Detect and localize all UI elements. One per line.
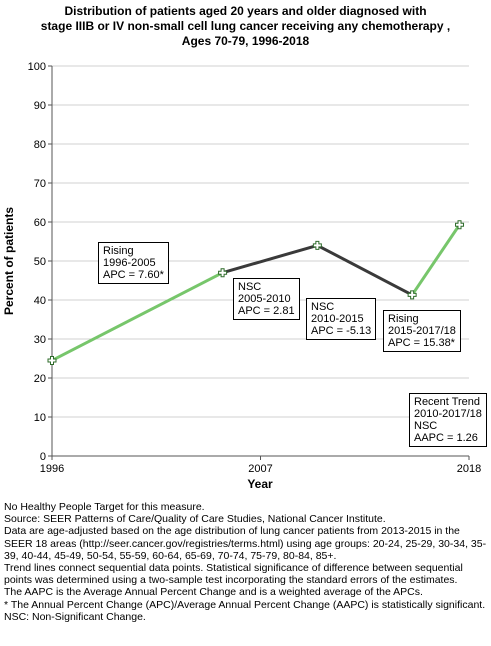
chart-title: Distribution of patients aged 20 years a… — [0, 4, 491, 49]
chart-title-line: Ages 70-79, 1996-2018 — [181, 34, 310, 48]
data-point-marker — [312, 240, 322, 250]
footnote: Data are age-adjusted based on the age d… — [4, 525, 487, 562]
data-point-marker — [47, 355, 57, 365]
annotation-line: AAPC = 1.26 — [414, 432, 478, 444]
annotation-line: Rising — [103, 245, 134, 257]
x-tick-labels: 1996 2007 2018 — [40, 463, 481, 475]
trend-segments — [50, 223, 462, 362]
y-tick-label: 10 — [34, 412, 46, 424]
chart-title-line: Distribution of patients aged 20 years a… — [64, 4, 427, 18]
y-tick-label: 90 — [34, 100, 46, 112]
recent-trend-annotation: Recent Trend 2010-2017/18 NSC AAPC = 1.2… — [409, 393, 487, 447]
annotation-line: APC = 7.60* — [103, 269, 164, 281]
annotation-line: Recent Trend — [414, 396, 481, 408]
x-tick-label: 1996 — [40, 463, 64, 475]
annotation-line: 2010-2015 — [311, 313, 364, 325]
x-tick-label: 2007 — [248, 463, 272, 475]
y-tick-label: 100 — [28, 61, 46, 73]
y-tick-label: 80 — [34, 139, 46, 151]
y-tick-label: 60 — [34, 217, 46, 229]
annotation-line: NSC — [414, 420, 438, 432]
footnote: Trend lines connect sequential data poin… — [4, 562, 463, 587]
y-tick-label: 0 — [40, 451, 46, 463]
chart-title-line: stage IIIB or IV non-small cell lung can… — [40, 19, 451, 33]
data-point-marker — [218, 268, 228, 278]
trend-segment — [50, 271, 225, 362]
y-tick-label: 70 — [34, 178, 46, 190]
annotation-line: Rising — [388, 313, 419, 325]
y-axis-label: Percent of patients — [2, 207, 16, 315]
y-tick-label: 50 — [34, 256, 46, 268]
annotation-line: APC = 15.38* — [388, 337, 455, 349]
footnote: Source: SEER Patterns of Care/Quality of… — [4, 513, 386, 526]
annotation-line: NSC — [238, 281, 262, 293]
annotation-line: APC = -5.13 — [311, 325, 372, 337]
data-point-marker — [407, 290, 417, 300]
footnotes: No Healthy People Target for this measur… — [4, 501, 488, 623]
x-axis-label: Year — [247, 477, 273, 491]
annotation-line: APC = 2.81 — [238, 305, 295, 317]
axes — [48, 65, 470, 460]
data-points — [47, 220, 465, 365]
footnote: NSC: Non-Significant Change. — [4, 610, 146, 623]
footnote: The AAPC is the Average Annual Percent C… — [4, 586, 423, 599]
footnote: No Healthy People Target for this measur… — [4, 501, 205, 513]
annotation-line: 2015-2017/18 — [388, 325, 456, 337]
annotation-line: 2010-2017/18 — [414, 408, 482, 420]
y-tick-label: 30 — [34, 334, 46, 346]
trend-annotation: NSC 2010-2015 APC = -5.13 — [306, 298, 377, 340]
y-tick-label: 20 — [34, 373, 46, 385]
trend-segment — [221, 243, 319, 275]
trend-annotation: Rising 2015-2017/18 APC = 15.38* — [383, 310, 461, 352]
trend-annotation: Rising 1996-2005 APC = 7.60* — [98, 242, 169, 284]
y-tick-label: 40 — [34, 295, 46, 307]
annotation-line: 1996-2005 — [103, 257, 156, 269]
trend-segment — [410, 223, 462, 297]
annotation-line: 2005-2010 — [238, 293, 291, 305]
data-point-marker — [455, 220, 465, 230]
y-tick-labels: 0 10 20 30 40 50 60 70 80 90 100 — [28, 61, 46, 463]
trend-segment — [315, 243, 414, 297]
annotation-line: NSC — [311, 301, 335, 313]
footnote: * The Annual Percent Change (APC)/Averag… — [4, 598, 486, 611]
trend-annotation: NSC 2005-2010 APC = 2.81 — [233, 278, 300, 320]
x-tick-label: 2018 — [457, 463, 481, 475]
